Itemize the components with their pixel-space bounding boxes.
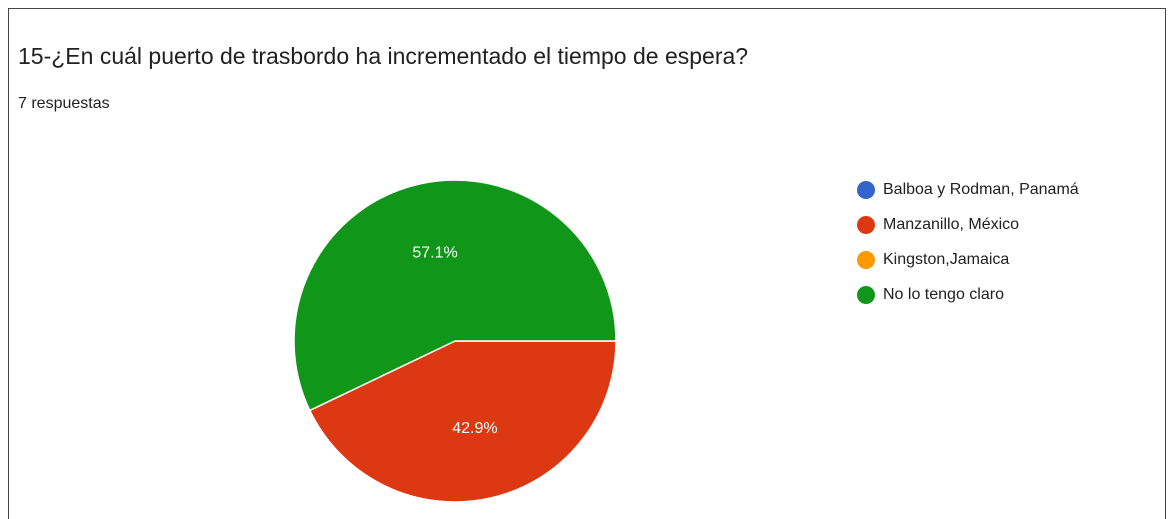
chart-title: 15-¿En cuál puerto de trasbordo ha incre… (18, 43, 748, 69)
legend-label: No lo tengo claro (883, 286, 1004, 303)
chart-subtitle: 7 respuestas (18, 95, 110, 112)
legend-marker (857, 286, 875, 304)
legend-label: Manzanillo, México (883, 216, 1019, 233)
slice-label: 57.1% (412, 244, 457, 261)
pie-slice (308, 340, 617, 503)
legend-marker (857, 216, 875, 234)
pie-slice (293, 179, 617, 412)
legend-marker (857, 181, 875, 199)
legend-label: Kingston,Jamaica (883, 251, 1009, 268)
slice-label: 42.9% (452, 420, 497, 437)
legend-marker (857, 251, 875, 269)
legend-label: Balboa y Rodman, Panamá (883, 181, 1079, 198)
